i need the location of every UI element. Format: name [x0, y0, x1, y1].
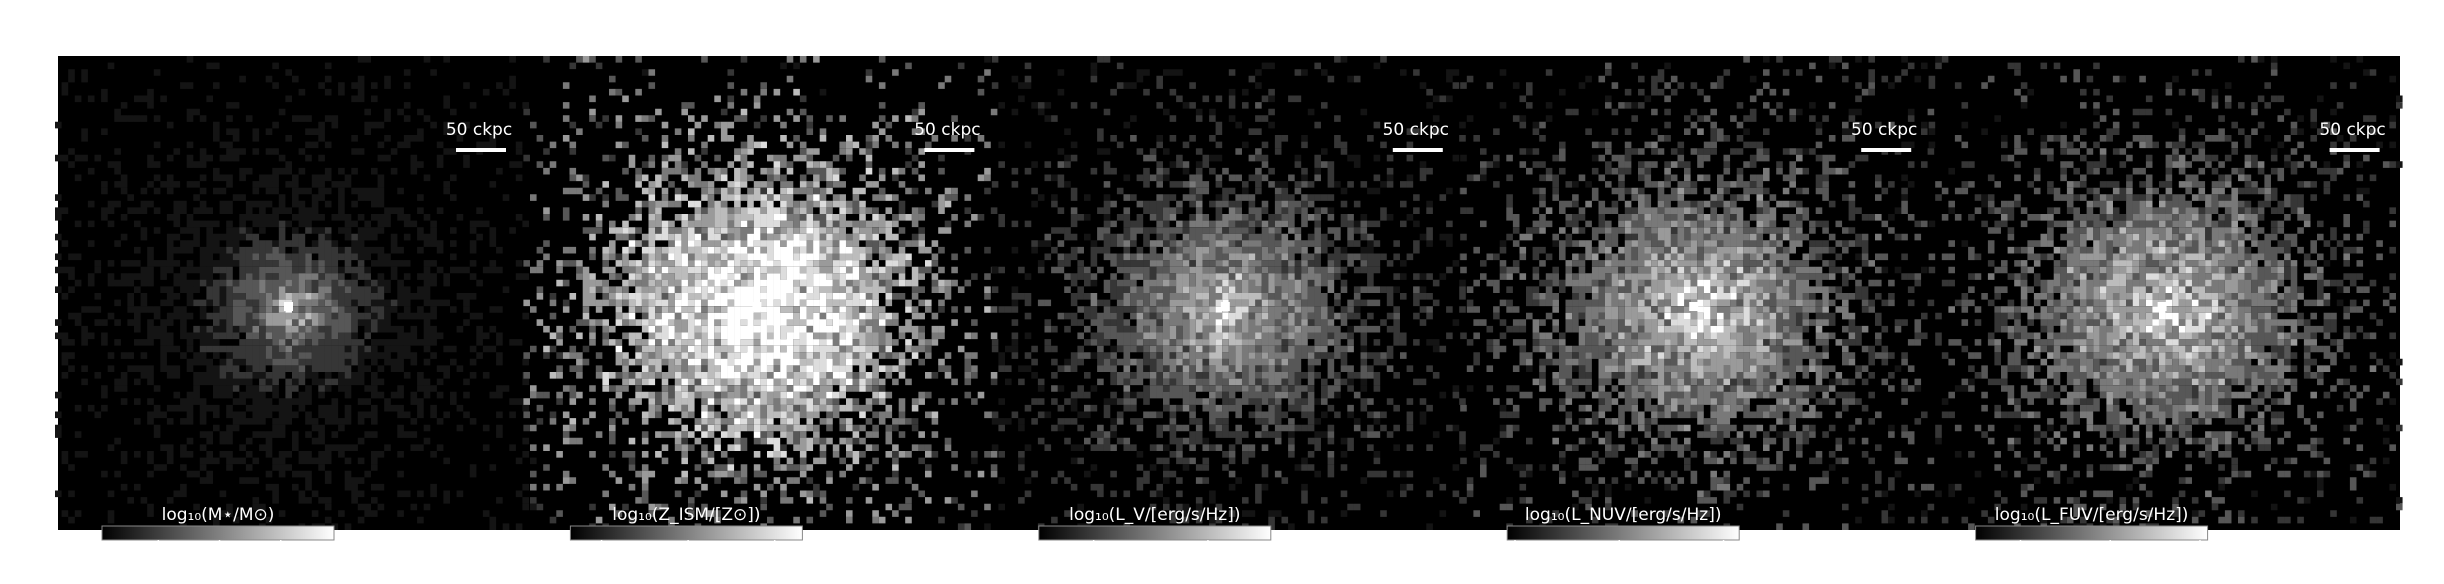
- pixel-map: [1182, 253, 1269, 359]
- colorbar-tick-label: 28: [1197, 549, 1219, 569]
- colorbar-label: log₁₀(Z_ISM/[Z⊙]): [612, 505, 760, 525]
- center-pixel: [1220, 302, 1230, 311]
- pixel-map: [1565, 187, 1829, 432]
- pixel-map: [1136, 240, 1308, 386]
- colorbar-tick-label: 24: [2010, 549, 2032, 569]
- pixel-map: [1618, 246, 1777, 392]
- colorbar-label: log₁₀(L_NUV/[erg/s/Hz]): [1525, 505, 1722, 525]
- colorbar: [569, 525, 803, 541]
- colorbar-label: log₁₀(M⋆/M⊙): [162, 505, 275, 525]
- pixel-map: [265, 286, 319, 333]
- colorbar-label: log₁₀(L_FUV/[erg/s/Hz]): [1995, 505, 2189, 525]
- colorbar-tick-label: −5: [762, 549, 787, 569]
- scale-label: 50 ckpc: [1383, 120, 1449, 140]
- colorbar-tick-label: 24: [1504, 549, 1526, 569]
- pixel-map: [226, 246, 352, 372]
- panel: 50 ckpc log₁₀(L_V/[erg/s/Hz]) 26 28: [991, 56, 1466, 569]
- pixel-map: [1506, 128, 1882, 498]
- scale-label: 50 ckpc: [2319, 120, 2385, 140]
- colorbar: [1038, 525, 1272, 541]
- pixel-map: [991, 56, 1466, 530]
- pixel-map: [2099, 246, 2219, 359]
- pixel-map: [1215, 273, 1249, 346]
- pixel-map: [615, 194, 886, 438]
- scale-bar: [456, 148, 506, 152]
- colorbar-tick-label: 9: [275, 549, 286, 569]
- pixel-map: [1928, 56, 2403, 530]
- scale-bar: [2329, 148, 2380, 152]
- scale-bar: [1392, 148, 1443, 152]
- colorbar: [1975, 525, 2209, 541]
- pixel-map: [1037, 102, 1433, 484]
- pixel-map: [278, 293, 312, 326]
- colorbar-tick-label: 7: [153, 549, 164, 569]
- scale-bar: [1861, 148, 1912, 152]
- scale-bar: [924, 148, 975, 152]
- colorbar-tick-label: 26: [1608, 549, 1630, 569]
- pixel-map: [2033, 200, 2298, 412]
- pixel-map: [523, 56, 998, 524]
- colorbar-tick-label: −10: [670, 549, 706, 569]
- panel: 50 ckpc log₁₀(L_FUV/[erg/s/Hz]) 24 26 28: [1928, 56, 2403, 569]
- colorbar-tick-label: −15: [584, 549, 620, 569]
- pixel-map: [1948, 141, 2377, 498]
- center-pixel: [752, 302, 762, 311]
- colorbar-tick-label: 28: [2189, 549, 2211, 569]
- pixel-map: [1664, 279, 1737, 340]
- scale-label: 50 ckpc: [914, 120, 980, 140]
- colorbar-tick-label: 26: [2099, 549, 2121, 569]
- colorbar-tick-label: 28: [1713, 549, 1735, 569]
- pixel-map: [2066, 227, 2252, 386]
- center-pixel: [1689, 302, 1699, 311]
- colorbar-tick-label: 8: [214, 549, 225, 569]
- panel: 50 ckpc log₁₀(M⋆/M⊙) 7 8 9: [55, 56, 529, 569]
- center-pixel: [284, 302, 293, 311]
- pixel-map: [1644, 260, 1764, 359]
- colorbar-label: log₁₀(L_V/[erg/s/Hz]): [1069, 505, 1240, 525]
- panel: 50 ckpc log₁₀(L_NUV/[erg/s/Hz]) 24 26 28: [1460, 56, 1935, 569]
- colorbar-tick-label: 26: [1083, 549, 1105, 569]
- scale-label: 50 ckpc: [1851, 120, 1917, 140]
- pixel-map: [1090, 181, 1354, 412]
- pixel-map: [252, 273, 339, 353]
- colorbar: [101, 525, 335, 541]
- panel: 50 ckpc log₁₀(Z_ISM/[Z⊙]) −15 −10 −5: [523, 56, 998, 569]
- colorbar: [1506, 525, 1740, 541]
- center-pixel: [2157, 302, 2167, 311]
- scale-label: 50 ckpc: [446, 120, 512, 140]
- pixel-map: [193, 220, 398, 399]
